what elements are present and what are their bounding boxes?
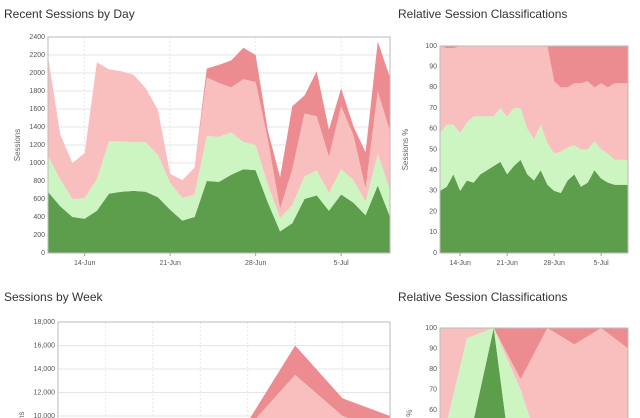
area-series [440, 46, 628, 160]
areas [440, 328, 628, 418]
area-series [440, 159, 628, 253]
area-series [474, 328, 506, 418]
y-tick-label: 80 [429, 84, 437, 91]
area-series [48, 56, 390, 218]
y-tick-label: 1800 [29, 88, 45, 95]
plot-frame [439, 327, 629, 418]
area-series [440, 328, 628, 418]
y-tick-label: 800 [33, 178, 45, 185]
chart-panel: Relative Session Classifications Sessions… [398, 7, 629, 267]
area-series [256, 374, 348, 418]
y-axis-label: Sessions [17, 412, 26, 418]
plot-frame [439, 45, 629, 254]
areas [440, 46, 628, 253]
y-tick-label: 100 [425, 43, 437, 50]
area-series [440, 328, 628, 380]
x-tick-label: 14-Jun [74, 260, 96, 267]
y-axis-label: Sessions % [401, 129, 410, 171]
y-tick-label: 10 [429, 229, 437, 236]
x-tick-label: 28-Jun [543, 260, 565, 267]
y-tick-label: 2000 [29, 70, 45, 77]
chart-title: Relative Session Classifications [398, 7, 567, 21]
y-tick-label: 0 [433, 250, 437, 257]
y-tick-label: 200 [33, 232, 45, 239]
x-tick-label: 5-Jul [334, 260, 350, 267]
y-tick-label: 2400 [29, 34, 45, 41]
areas [48, 41, 390, 253]
y-tick-label: 14,000 [34, 366, 56, 373]
y-tick-label: 60 [429, 126, 437, 133]
y-tick-label: 20 [429, 208, 437, 215]
y-axis-label: Sessions [13, 129, 22, 161]
chart-title: Sessions by Week [4, 290, 103, 304]
x-tick-label: 21-Jun [496, 260, 518, 267]
area-series [48, 132, 390, 232]
x-tick-label: 21-Jun [159, 260, 181, 267]
y-tick-label: 600 [33, 196, 45, 203]
area-series [440, 108, 628, 193]
y-tick-label: 2200 [29, 52, 45, 59]
x-tick-label: 5-Jul [594, 260, 610, 267]
y-tick-label: 40 [429, 167, 437, 174]
y-tick-label: 1200 [29, 142, 45, 149]
y-tick-label: 90 [429, 345, 437, 352]
x-tick-label: 14-Jun [449, 260, 471, 267]
chart-title: Recent Sessions by Day [4, 7, 135, 21]
y-tick-label: 0 [41, 250, 45, 257]
chart-title: Relative Session Classifications [398, 290, 567, 304]
y-tick-label: 80 [429, 366, 437, 373]
x-tick-label: 28-Jun [245, 260, 267, 267]
y-tick-label: 1400 [29, 124, 45, 131]
area-series [447, 328, 530, 418]
area-series [48, 41, 390, 209]
y-tick-label: 60 [429, 407, 437, 414]
y-tick-label: 12,000 [34, 389, 56, 396]
y-tick-label: 70 [429, 105, 437, 112]
y-tick-label: 50 [429, 146, 437, 153]
area-series [440, 46, 628, 88]
y-tick-label: 30 [429, 188, 437, 195]
plot-frame [57, 321, 391, 418]
chart-panel: Relative Session Classifications Sessions… [398, 290, 629, 418]
areas [250, 345, 390, 418]
y-tick-label: 18,000 [34, 319, 56, 326]
plot-frame [47, 36, 391, 254]
y-tick-label: 16,000 [34, 342, 56, 349]
chart-panel: Recent Sessions by Day Sessions 0 200 400 600… [4, 7, 391, 267]
y-tick-label: 400 [33, 214, 45, 221]
y-tick-label: 1600 [29, 106, 45, 113]
chart-panel: Sessions by WeekSessions02,0004,0006,000… [4, 290, 391, 418]
y-tick-label: 10,000 [34, 413, 56, 418]
y-tick-label: 90 [429, 64, 437, 71]
y-tick-label: 100 [425, 325, 437, 332]
area-series [250, 345, 390, 418]
area-series [48, 169, 390, 253]
y-axis-label: Sessions % [405, 410, 414, 418]
y-tick-label: 70 [429, 386, 437, 393]
y-tick-label: 1000 [29, 160, 45, 167]
